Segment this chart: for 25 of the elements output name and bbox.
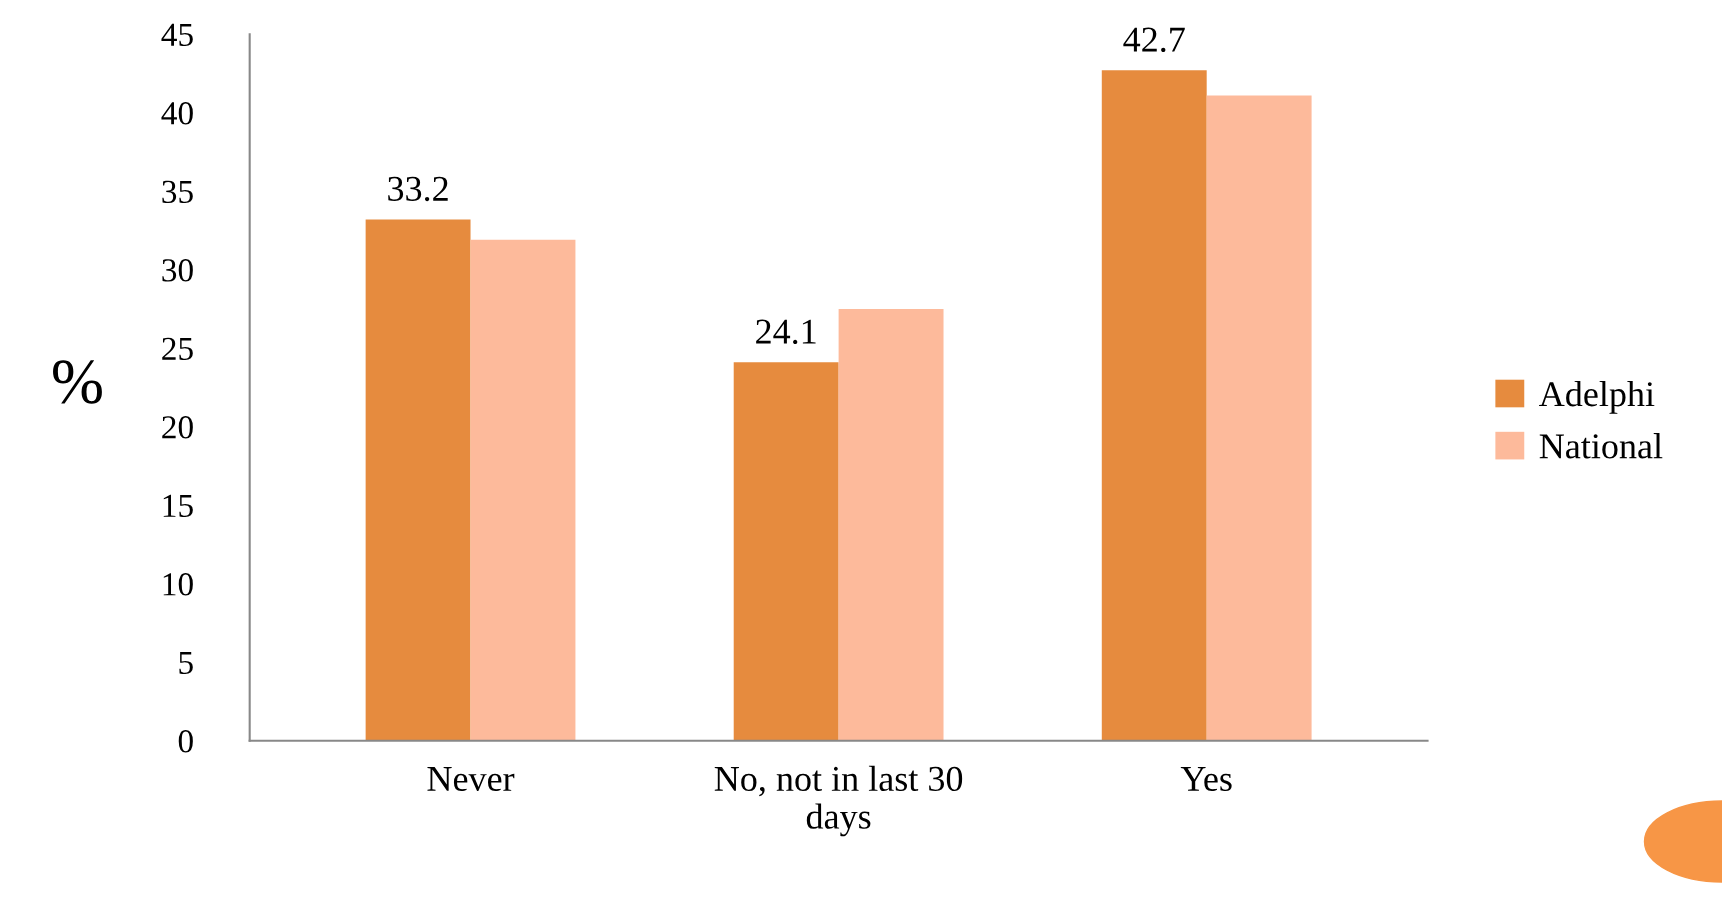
legend-label: National bbox=[1539, 433, 1663, 459]
y-axis-title: % bbox=[53, 360, 102, 404]
bar bbox=[1206, 95, 1312, 741]
x-tick-label: No, not in last 30 days bbox=[714, 765, 963, 837]
bar bbox=[365, 219, 471, 741]
y-tick-label: 20 bbox=[162, 416, 193, 439]
bar bbox=[733, 362, 839, 741]
bar bbox=[1101, 70, 1207, 741]
x-tick-label: Never bbox=[427, 767, 515, 792]
bar bbox=[838, 308, 944, 741]
y-tick-label: 15 bbox=[163, 494, 193, 518]
y-tick-label: 30 bbox=[162, 259, 193, 282]
data-label: 24.1 bbox=[756, 319, 816, 345]
data-label: 42.7 bbox=[1123, 27, 1185, 53]
x-tick-label: Yes bbox=[1180, 767, 1232, 792]
data-label: 33.2 bbox=[388, 176, 448, 202]
y-tick-label: 40 bbox=[161, 102, 193, 125]
y-tick-label: 5 bbox=[179, 651, 193, 675]
y-tick-label: 25 bbox=[162, 337, 193, 361]
legend-label: Adelphi bbox=[1539, 381, 1655, 414]
y-tick-label: 0 bbox=[178, 730, 193, 753]
y-tick-label: 45 bbox=[161, 23, 193, 47]
y-tick-label: 35 bbox=[162, 180, 193, 204]
bar bbox=[470, 239, 576, 741]
y-tick-label: 10 bbox=[163, 573, 193, 596]
